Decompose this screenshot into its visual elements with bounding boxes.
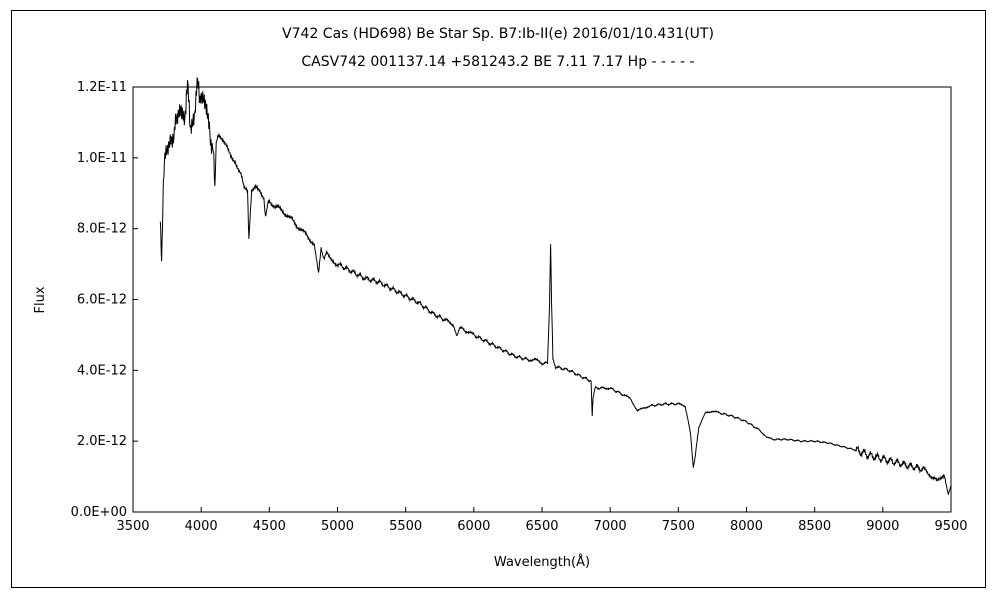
y-tick-label: 6.0E-12 xyxy=(77,293,127,308)
x-tick-label: 4000 xyxy=(185,519,218,534)
x-tick-label: 3500 xyxy=(116,519,149,534)
x-tick-label: 5500 xyxy=(389,519,422,534)
y-tick-label: 2.0E-12 xyxy=(77,434,127,449)
chart-title: V742 Cas (HD698) Be Star Sp. B7:Ib-II(e)… xyxy=(282,26,714,42)
x-tick-label: 7000 xyxy=(594,519,627,534)
x-tick-label: 8500 xyxy=(798,519,831,534)
series-group xyxy=(159,76,952,495)
plot-area xyxy=(132,86,952,513)
y-axis-label: Flux xyxy=(33,286,48,313)
x-tick-label: 9500 xyxy=(934,519,967,534)
x-tick-label: 4500 xyxy=(253,519,286,534)
x-tick-label: 7500 xyxy=(662,519,695,534)
x-tick-label: 6000 xyxy=(457,519,490,534)
y-tick-label: 1.0E-11 xyxy=(77,151,127,166)
y-axis: 0.0E+00 2.0E-12 4.0E-12 6.0E-12 8.0E-12 1.0E-… xyxy=(71,80,138,520)
x-axis-label: Wavelength(Å) xyxy=(494,554,590,570)
y-tick-label: 0.0E+00 xyxy=(71,505,127,520)
chart-subtitle: CASV742 001137.14 +581243.2 BE 7.11 7.17… xyxy=(301,54,694,70)
y-tick-label: 8.0E-12 xyxy=(77,222,127,237)
x-tick-label: 5000 xyxy=(321,519,354,534)
chart-frame xyxy=(11,10,986,588)
x-tick-label: 9000 xyxy=(866,519,899,534)
x-tick-label: 6500 xyxy=(525,519,558,534)
spectrum-line xyxy=(159,76,952,495)
x-axis: 3500 4000 4500 5000 5500 6000 6500 7000 7500 8000… xyxy=(116,507,968,534)
y-tick-label: 1.2E-11 xyxy=(77,80,127,95)
x-tick-label: 8000 xyxy=(730,519,763,534)
y-tick-label: 4.0E-12 xyxy=(77,363,127,378)
